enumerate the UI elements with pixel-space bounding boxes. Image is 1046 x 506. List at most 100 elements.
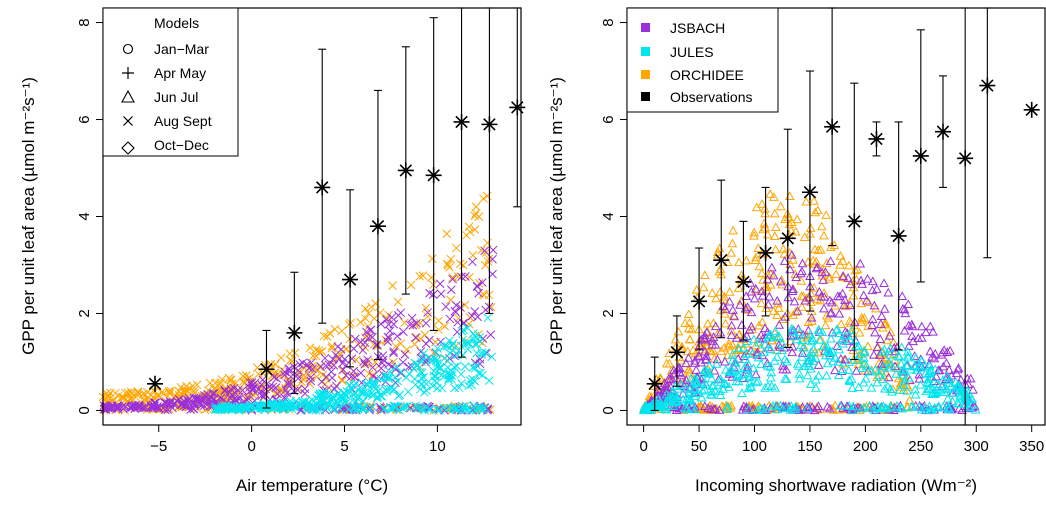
jules-data-point (668, 401, 678, 410)
jsbach-data-point (681, 358, 691, 368)
observation-asterisk-marker (668, 344, 685, 361)
jules-data-point (947, 396, 958, 406)
jules-data-point (858, 353, 869, 362)
jsbach-data-point (787, 286, 798, 296)
jsbach-data-point (127, 401, 136, 411)
jsbach-data-point (797, 348, 808, 357)
orchidee-data-point (453, 272, 463, 281)
jules-data-point (304, 402, 314, 411)
jules-data-point (753, 376, 763, 385)
jsbach-data-point (787, 341, 798, 351)
orchidee-data-point (749, 227, 759, 237)
jules-data-point (950, 383, 960, 393)
jsbach-data-point (757, 290, 768, 300)
jsbach-data-point (694, 340, 705, 349)
orchidee-data-point (722, 257, 733, 267)
jules-data-point (743, 404, 754, 414)
jsbach-data-point (253, 385, 263, 394)
jsbach-data-point (368, 363, 378, 372)
jsbach-data-point (451, 300, 461, 310)
orchidee-data-point (470, 211, 480, 221)
jules-data-point (896, 342, 907, 352)
jsbach-data-point (700, 346, 710, 356)
jules-data-point (432, 405, 442, 414)
cross-symbol-icon (123, 116, 133, 126)
orchidee-data-point (848, 290, 859, 300)
jules-data-point (822, 341, 833, 351)
jules-data-point (970, 404, 981, 414)
jsbach-data-point (751, 369, 761, 379)
jsbach-data-point (742, 331, 752, 340)
jsbach-data-point (226, 384, 236, 394)
jsbach-data-point (248, 384, 257, 393)
legend-entry-label: Jan−Mar (154, 41, 209, 57)
jsbach-data-point (232, 395, 241, 405)
orchidee-data-point (446, 254, 456, 264)
jules-data-point (724, 366, 735, 376)
orchidee-data-point (778, 243, 789, 253)
jsbach-data-point (724, 296, 735, 306)
jules-data-point (228, 404, 238, 414)
jules-data-point (821, 370, 832, 380)
jsbach-data-point (396, 308, 406, 318)
jsbach-data-point (665, 374, 676, 383)
jsbach-data-point (797, 258, 808, 268)
panel2-y-axis-label: GPP per unit leaf area (µmol m⁻²s⁻¹) (547, 77, 566, 355)
orchidee-data-point (677, 341, 687, 351)
orchidee-data-point (765, 279, 776, 289)
jules-data-point (762, 360, 773, 370)
observation-asterisk-marker (286, 324, 303, 341)
orchidee-data-point (859, 313, 870, 322)
jsbach-data-point (907, 331, 917, 340)
jsbach-data-point (233, 385, 243, 395)
jsbach-data-point (400, 350, 410, 359)
orchidee-data-point (479, 194, 488, 203)
jules-data-point (687, 402, 697, 412)
jsbach-data-point (220, 385, 230, 395)
jsbach-data-point (710, 321, 721, 331)
jules-data-point (916, 404, 927, 414)
jsbach-data-point (147, 401, 156, 411)
jsbach-data-point (820, 267, 831, 276)
jsbach-data-point (933, 365, 944, 375)
jules-data-point (472, 339, 482, 349)
orchidee-data-point (754, 261, 765, 271)
observation-asterisk-marker (890, 227, 907, 244)
legend-entry-label: Jun Jul (154, 89, 198, 105)
jsbach-data-point (883, 287, 894, 297)
orchidee-data-point (788, 310, 799, 319)
jules-data-point (358, 396, 368, 406)
jsbach-data-point (913, 333, 924, 343)
jules-data-point (699, 384, 710, 394)
orchidee-data-point (845, 318, 856, 328)
orchidee-data-point (481, 260, 490, 270)
jules-data-point (699, 365, 710, 375)
orchidee-data-point (420, 330, 430, 340)
jsbach-data-point (715, 327, 726, 337)
jules-data-point (923, 369, 934, 378)
jules-data-point (954, 380, 965, 390)
jules-data-point (394, 391, 403, 401)
y-tick-label: 4 (600, 212, 617, 220)
observation-asterisk-marker (342, 271, 359, 288)
jules-data-point (478, 370, 487, 380)
x-tick-label: 10 (429, 438, 446, 455)
jules-data-point (257, 403, 267, 413)
jules-data-point (672, 383, 683, 393)
jsbach-data-point (746, 286, 757, 296)
jsbach-data-point (925, 321, 936, 331)
jsbach-data-point (907, 321, 918, 331)
jsbach-data-point (182, 402, 191, 411)
jules-data-point (749, 334, 759, 344)
jules-data-point (385, 384, 395, 394)
jsbach-data-point (377, 358, 387, 368)
jsbach-data-point (333, 342, 343, 352)
jsbach-data-point (845, 300, 856, 310)
jsbach-data-point (389, 319, 399, 329)
jules-data-point (402, 402, 412, 411)
jsbach-data-point (872, 284, 882, 293)
jules-data-point (806, 347, 817, 356)
jules-data-point (377, 392, 387, 401)
orchidee-data-point (683, 365, 694, 375)
orchidee-data-point (698, 282, 709, 292)
